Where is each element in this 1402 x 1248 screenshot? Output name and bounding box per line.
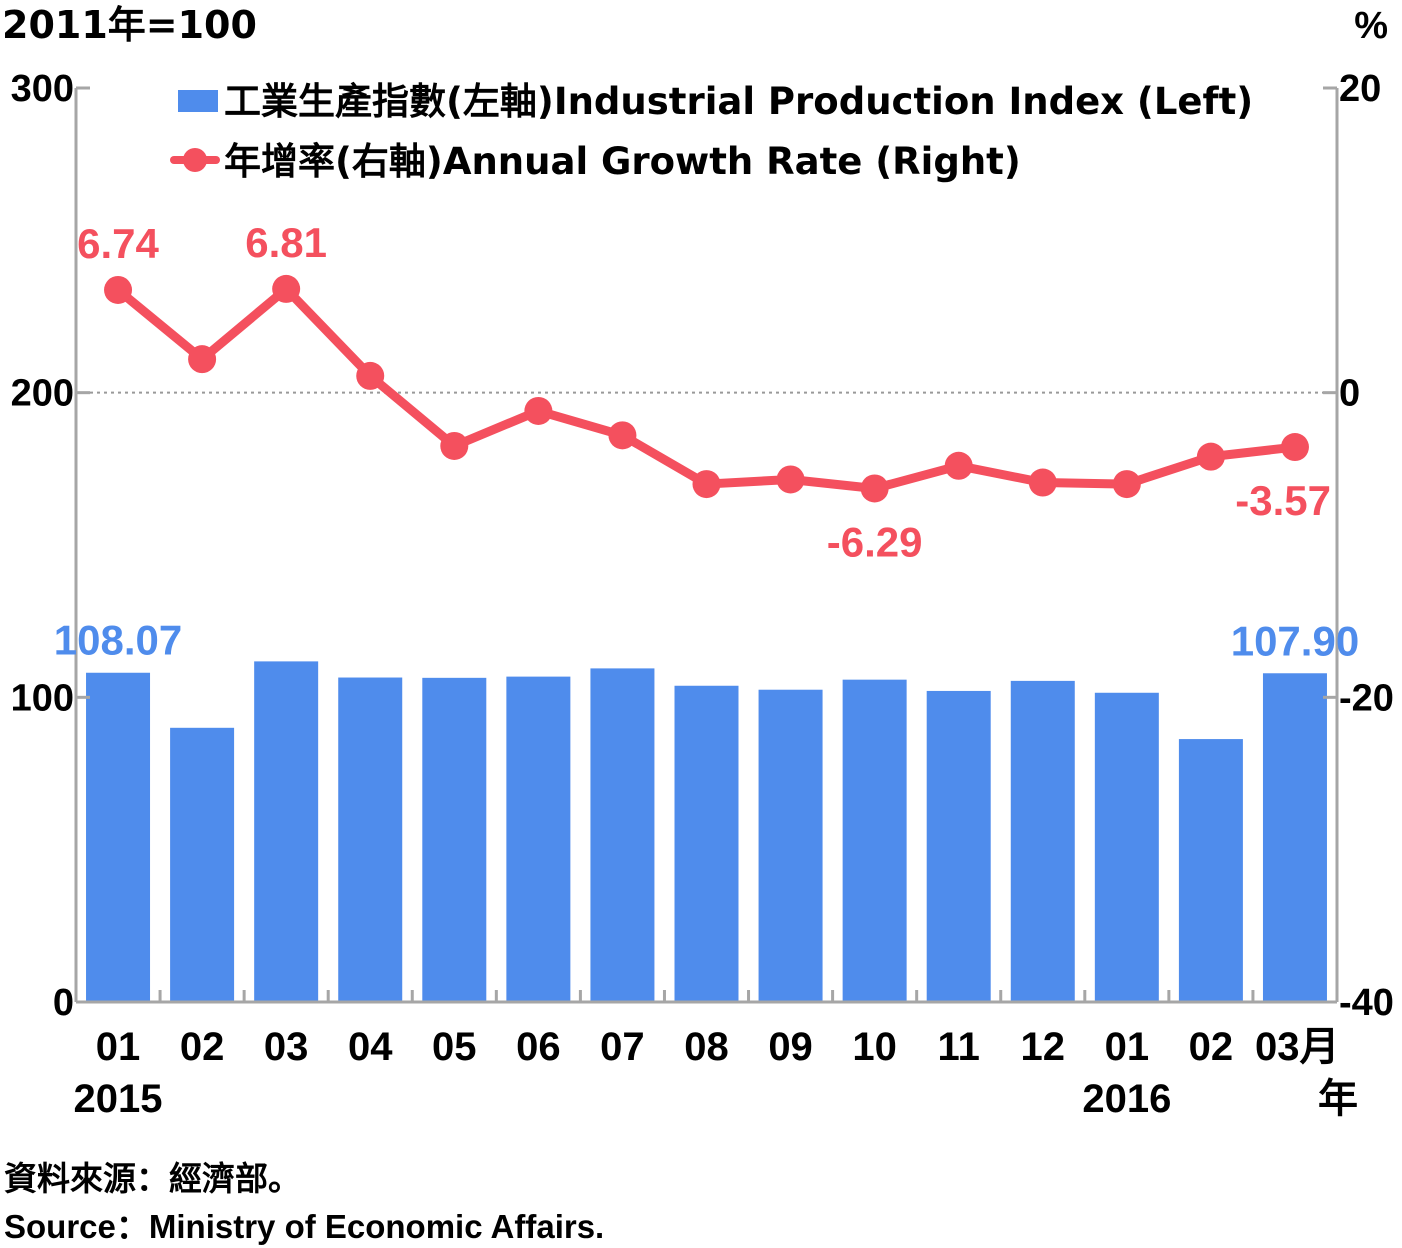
growth-rate-line — [113, 284, 1300, 493]
bar-2 — [254, 661, 319, 1002]
bar-3 — [338, 677, 403, 1002]
legend-swatch-bar — [178, 90, 218, 112]
x-tick-label-12: 01 — [1105, 1025, 1150, 1069]
x-year-label-0: 2015 — [74, 1077, 163, 1121]
x-tick-label-4: 05 — [432, 1025, 477, 1069]
bar-6 — [590, 668, 655, 1002]
bar-1 — [170, 727, 235, 1002]
growth-rate-point-13 — [1196, 442, 1225, 471]
growth-rate-point-1 — [188, 345, 217, 374]
growth-rate-point-3 — [356, 361, 385, 390]
x-tick-label-10: 11 — [938, 1025, 980, 1069]
line-data-label-2: -6.29 — [827, 518, 923, 565]
right-tick-label-1: -20 — [1339, 677, 1394, 719]
bar-10 — [926, 690, 991, 1002]
right-unit-label: % — [1354, 5, 1388, 47]
right-tick-label-2: 0 — [1339, 373, 1360, 415]
x-tick-label-6: 07 — [600, 1025, 645, 1069]
x-tick-label-11: 12 — [1021, 1025, 1066, 1069]
line-data-label-3: -3.57 — [1235, 477, 1331, 524]
x-tick-label-8: 09 — [768, 1025, 813, 1069]
right-tick-label-0: -40 — [1339, 982, 1394, 1024]
left-tick-label-0: 0 — [53, 982, 74, 1024]
x-tick-label-2: 03 — [264, 1025, 309, 1069]
x-tick-label-14: 03月 — [1255, 1025, 1340, 1069]
bar-0 — [86, 672, 151, 1002]
bar-7 — [674, 685, 739, 1002]
growth-rate-point-7 — [692, 470, 721, 499]
bar-13 — [1178, 739, 1243, 1002]
growth-rate-point-2 — [272, 274, 301, 303]
growth-rate-point-8 — [776, 465, 805, 494]
left-tick-label-3: 300 — [11, 68, 74, 110]
growth-rate-point-5 — [524, 396, 553, 425]
x-tick-label-7: 08 — [684, 1025, 729, 1069]
bar-12 — [1094, 692, 1159, 1002]
x-tick-label-1: 02 — [180, 1025, 225, 1069]
x-year-label-1: 2016 — [1082, 1077, 1171, 1121]
growth-rate-point-14 — [1280, 433, 1309, 462]
left-tick-label-1: 100 — [11, 677, 74, 719]
growth-rate-point-0 — [104, 275, 133, 304]
x-tick-label-5: 06 — [516, 1025, 561, 1069]
legend-swatch-marker — [183, 148, 207, 172]
legend-label-line: 年增率(右軸)Annual Growth Rate (Right) — [224, 140, 1021, 183]
line-data-label-1: 6.81 — [245, 219, 327, 266]
bar-9 — [842, 679, 907, 1002]
growth-rate-point-4 — [440, 431, 469, 460]
legend-label-bar: 工業生產指數(左軸)Industrial Production Index (L… — [224, 80, 1253, 123]
left-tick-label-2: 200 — [11, 373, 74, 415]
growth-rate-point-11 — [1028, 468, 1057, 497]
x-tick-label-3: 04 — [348, 1025, 393, 1069]
bar-data-label-1: 107.90 — [1231, 617, 1359, 664]
bar-14 — [1262, 673, 1327, 1002]
bar-11 — [1010, 680, 1075, 1002]
bar-4 — [422, 677, 487, 1002]
growth-rate-point-6 — [608, 421, 637, 450]
bar-8 — [758, 689, 823, 1002]
source-en: Source：Ministry of Economic Affairs. — [4, 1208, 605, 1245]
x-axis-suffix: 年 — [1318, 1076, 1358, 1122]
x-tick-label-9: 10 — [852, 1025, 897, 1069]
x-tick-label-13: 02 — [1189, 1025, 1234, 1069]
growth-rate-point-12 — [1112, 470, 1141, 499]
line-data-label-0: 6.74 — [77, 220, 159, 267]
x-tick-label-0: 01 — [96, 1025, 141, 1069]
bar-5 — [506, 676, 571, 1002]
growth-rate-point-9 — [860, 474, 889, 503]
bar-data-label-0: 108.07 — [54, 617, 182, 664]
left-unit-label: 2011年=100 — [2, 3, 257, 47]
growth-rate-point-10 — [944, 451, 973, 480]
right-tick-label-3: 20 — [1339, 68, 1381, 110]
source-zh: 資料來源：經濟部。 — [4, 1160, 301, 1197]
